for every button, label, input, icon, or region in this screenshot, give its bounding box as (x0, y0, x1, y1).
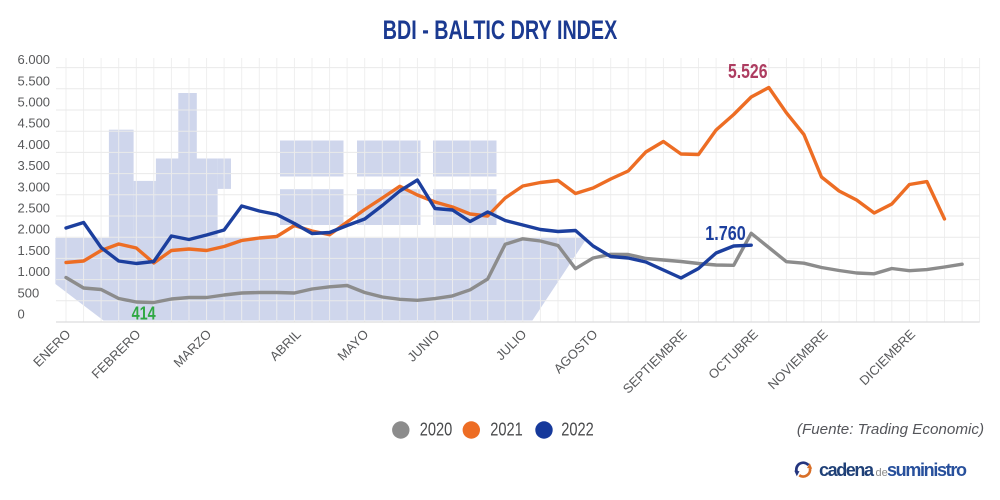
svg-text:de: de (876, 467, 888, 479)
svg-text:5.500: 5.500 (18, 73, 51, 88)
svg-text:MARZO: MARZO (170, 326, 214, 370)
svg-text:SEPTIEMBRE: SEPTIEMBRE (620, 326, 690, 396)
svg-text:ENERO: ENERO (30, 326, 73, 369)
svg-text:FEBRERO: FEBRERO (89, 326, 144, 381)
svg-text:DICIEMBRE: DICIEMBRE (856, 326, 918, 388)
svg-text:1.000: 1.000 (18, 264, 51, 279)
svg-text:2.000: 2.000 (18, 222, 51, 237)
svg-text:(Fuente: Trading Economic): (Fuente: Trading Economic) (797, 421, 984, 438)
svg-text:AGOSTO: AGOSTO (551, 326, 601, 376)
svg-text:2022: 2022 (561, 419, 594, 440)
svg-text:cadena: cadena (819, 460, 875, 480)
svg-text:3.000: 3.000 (18, 179, 51, 194)
svg-text:0: 0 (18, 307, 25, 322)
svg-text:ABRIL: ABRIL (267, 326, 304, 363)
svg-text:5.526: 5.526 (728, 60, 768, 83)
svg-text:1.760: 1.760 (705, 222, 746, 245)
svg-text:3.500: 3.500 (18, 158, 51, 173)
svg-text:5.000: 5.000 (18, 95, 51, 110)
svg-text:OCTUBRE: OCTUBRE (705, 326, 761, 382)
svg-text:414: 414 (132, 302, 157, 323)
svg-text:2020: 2020 (420, 419, 453, 440)
svg-text:1.500: 1.500 (18, 243, 51, 258)
svg-text:2.500: 2.500 (18, 201, 51, 216)
svg-text:4.000: 4.000 (18, 137, 51, 152)
svg-text:500: 500 (18, 285, 40, 300)
svg-text:6.000: 6.000 (18, 52, 51, 67)
svg-text:JULIO: JULIO (493, 326, 530, 363)
svg-text:NOVIEMBRE: NOVIEMBRE (765, 326, 831, 392)
svg-text:2021: 2021 (490, 419, 523, 440)
svg-text:MAYO: MAYO (334, 326, 371, 363)
svg-text:4.500: 4.500 (18, 116, 51, 131)
svg-text:JUNIO: JUNIO (404, 326, 442, 364)
svg-text:suministro: suministro (887, 460, 967, 480)
